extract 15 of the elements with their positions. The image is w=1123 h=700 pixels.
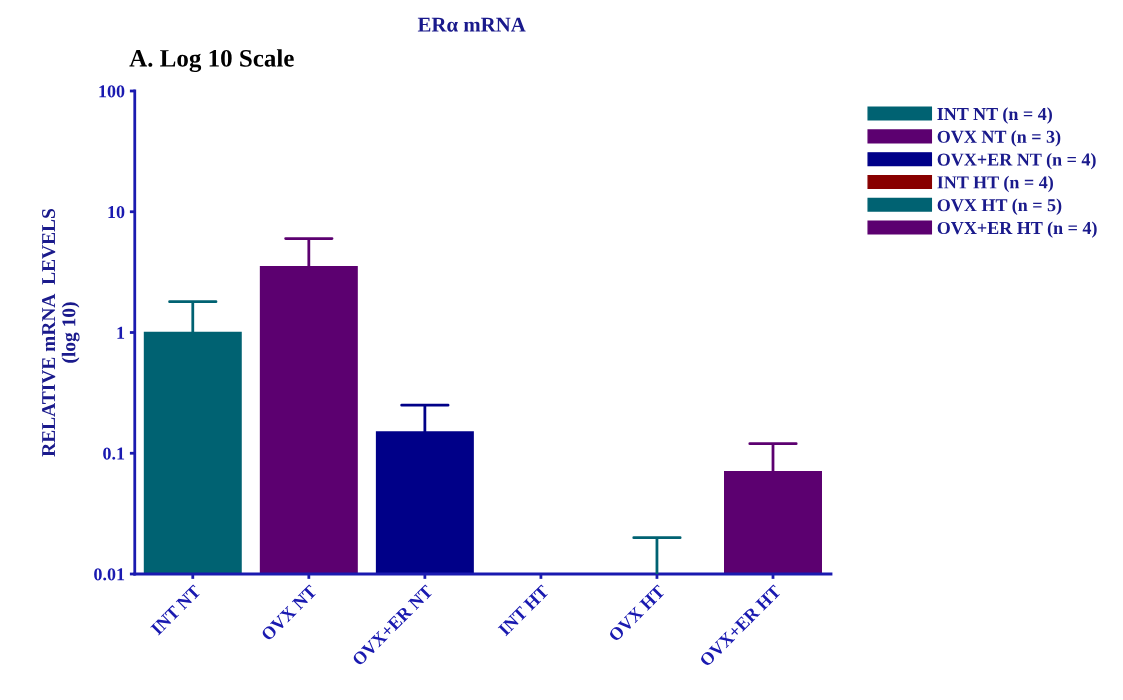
y-axis-title: RELATIVE mRNA LEVELS (log 10) bbox=[42, 208, 80, 457]
chart-title: ERα mRNA bbox=[417, 17, 526, 32]
legend-label: OVX+ER NT (n = 4) bbox=[937, 152, 1096, 170]
y-tick-label: 10 bbox=[108, 206, 125, 219]
y-tick-label: 1 bbox=[117, 326, 125, 339]
chart-subtitle: A. Log 10 Scale bbox=[129, 49, 294, 73]
legend-label: OVX HT (n = 5) bbox=[937, 198, 1062, 215]
legend-label: OVX+ER HT (n = 4) bbox=[937, 221, 1097, 238]
y-tick-label: 0.1 bbox=[103, 447, 125, 460]
legend-label: OVX NT (n = 3) bbox=[937, 130, 1061, 147]
legend-label: INT HT (n = 4) bbox=[937, 175, 1053, 193]
y-tick-label: 0.01 bbox=[94, 568, 125, 581]
legend-label: INT NT (n = 4) bbox=[937, 107, 1052, 124]
y-tick-label: 100 bbox=[99, 85, 125, 98]
x-tick-label: INT HT bbox=[497, 584, 550, 637]
